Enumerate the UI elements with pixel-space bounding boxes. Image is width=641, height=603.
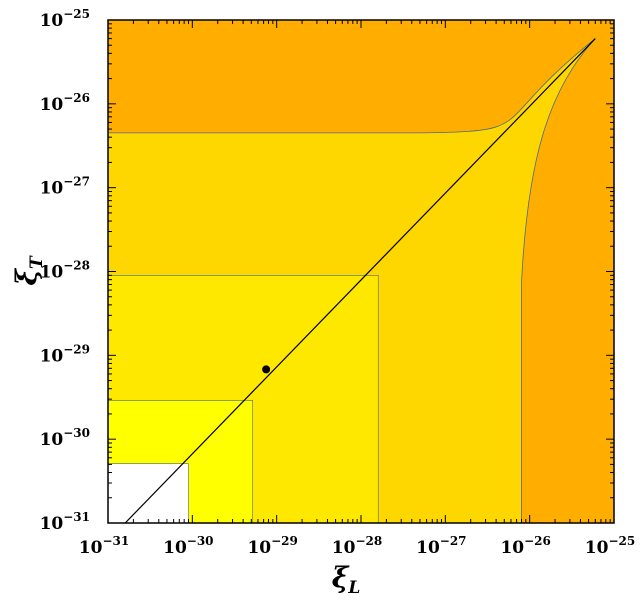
x-tick-label: 10−31 <box>79 534 129 558</box>
x-tick-label: 10−26 <box>500 534 550 558</box>
inner-region <box>108 463 189 523</box>
x-tick-label: 10−27 <box>416 534 466 558</box>
x-tick-label: 10−30 <box>163 534 213 558</box>
x-tick-label: 10−25 <box>585 534 635 558</box>
diagonal-line <box>124 38 596 524</box>
plot-frame <box>107 19 615 524</box>
y-tick-label: 10−28 <box>40 259 90 283</box>
data-point <box>262 365 271 374</box>
y-axis-title: ξT <box>10 255 47 286</box>
region-3-boundary <box>108 400 254 523</box>
inner-region-boundary <box>108 463 189 523</box>
y-tick-label: 10−25 <box>40 7 90 31</box>
y-tick-label: 10−27 <box>40 175 90 199</box>
x-tick-label: 10−29 <box>247 534 297 558</box>
y-tick-label: 10−29 <box>40 342 90 366</box>
x-tick-label: 10−28 <box>332 534 382 558</box>
plot-regions <box>107 20 614 524</box>
x-axis-title: ξL <box>332 561 361 598</box>
y-tick-label: 10−30 <box>40 426 90 450</box>
plot-lines <box>124 38 596 524</box>
region-2-boundary <box>108 275 379 523</box>
y-tick-label: 10−26 <box>40 91 90 115</box>
y-tick-label: 10−31 <box>40 510 90 534</box>
